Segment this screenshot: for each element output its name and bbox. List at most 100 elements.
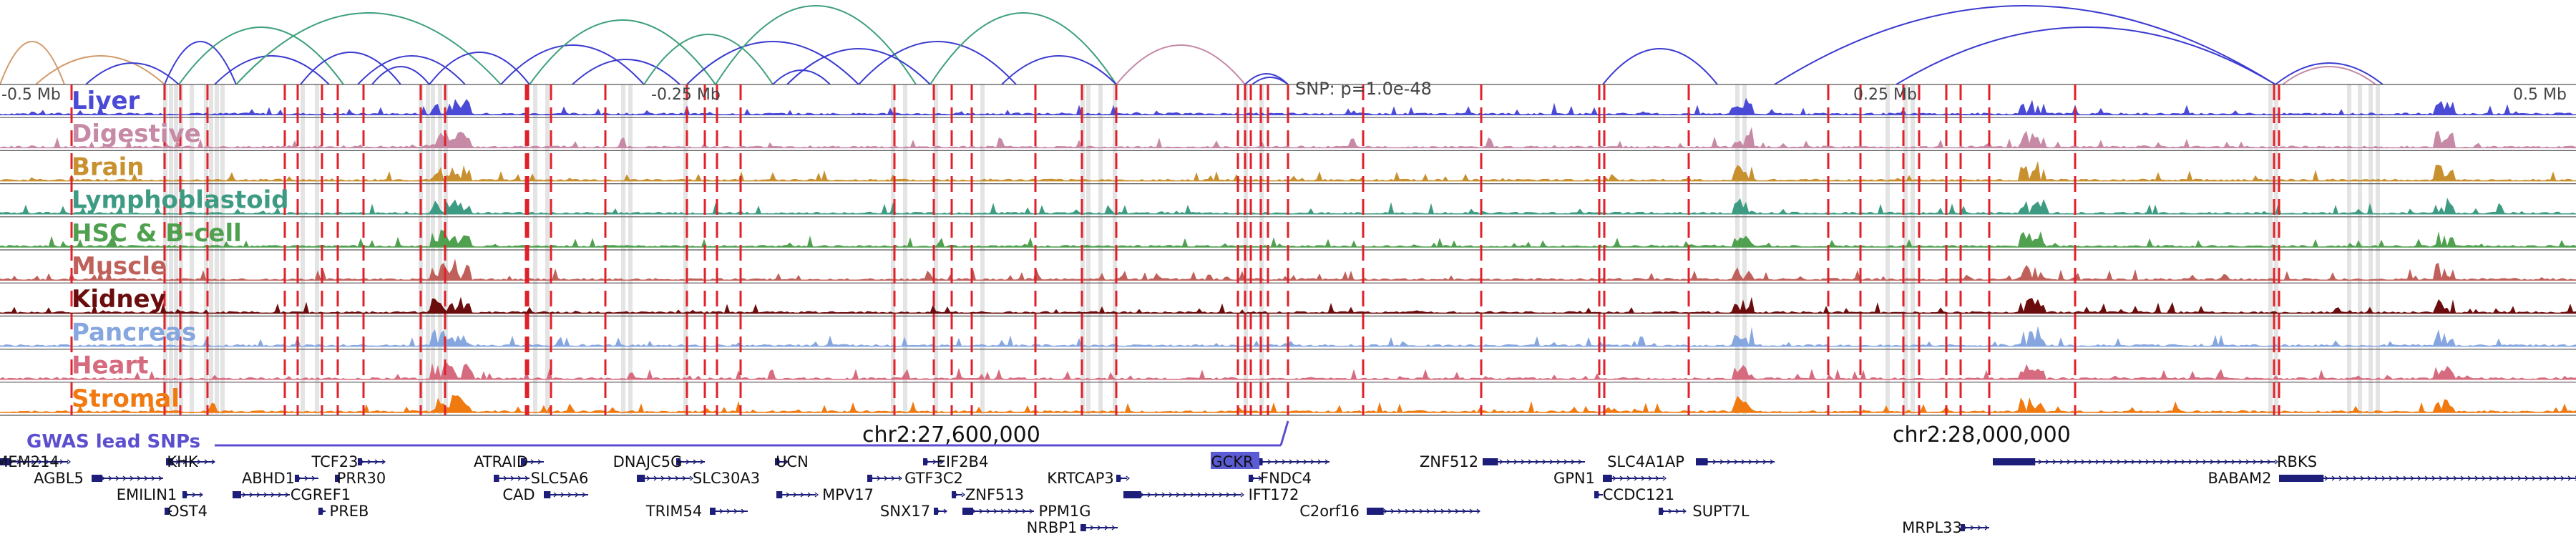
strand-arrow	[2389, 475, 2393, 481]
gene-label: TCF23	[311, 453, 358, 470]
gene-c2orf16: C2orf16	[1299, 503, 1480, 520]
strand-arrow	[9, 459, 14, 465]
exon-block	[1483, 458, 1498, 465]
exon-block	[521, 458, 525, 465]
strand-arrow	[1770, 459, 1774, 465]
strand-arrow	[2174, 459, 2178, 465]
strand-arrow	[1008, 508, 1012, 514]
gene-label: SUPT7L	[1692, 503, 1750, 520]
strand-arrow	[1521, 459, 1525, 465]
gene-label: CCDC121	[1603, 486, 1674, 503]
strand-arrow	[2324, 475, 2328, 481]
gene-label: OST4	[167, 503, 208, 520]
track-label: Pancreas	[72, 318, 196, 347]
strand-arrow	[381, 459, 386, 465]
strand-arrow	[1528, 459, 1532, 465]
strand-arrow	[726, 508, 731, 514]
gene-supt7l: SUPT7L	[1659, 503, 1750, 520]
strand-arrow	[2217, 459, 2221, 465]
strand-arrow	[190, 459, 194, 465]
strand-arrow	[38, 459, 42, 465]
gene-tcf23: TCF23	[311, 453, 386, 470]
loop-arc	[85, 62, 180, 85]
exon-block	[1603, 475, 1612, 482]
strand-arrow	[1455, 508, 1459, 514]
strand-arrow	[1296, 459, 1300, 465]
highlight-band	[533, 84, 537, 414]
strand-arrow	[1104, 525, 1108, 531]
strand-arrow	[891, 475, 895, 481]
gene-label: GCKR	[1211, 453, 1253, 470]
strand-arrow	[1183, 492, 1187, 498]
tick-label: -0.5 Mb	[1, 86, 61, 104]
strand-arrow	[304, 475, 308, 481]
exon-block	[295, 475, 299, 482]
highlight-band	[1742, 84, 1747, 414]
strand-arrow	[1469, 508, 1473, 514]
strand-arrow	[1147, 492, 1151, 498]
strand-arrow	[884, 475, 888, 481]
strand-arrow	[1506, 459, 1511, 465]
strand-arrow	[1190, 492, 1194, 498]
gene-label: UCN	[776, 453, 809, 470]
strand-arrow	[2410, 475, 2414, 481]
gene-cad: CAD	[502, 486, 588, 503]
loop-arc	[300, 52, 401, 85]
gene-agbl5: AGBL5	[34, 470, 163, 487]
exon-block	[335, 475, 339, 482]
strand-arrow	[1719, 459, 1724, 465]
strand-arrow	[2424, 475, 2429, 481]
gene-gpn1: GPN1	[1553, 470, 1667, 487]
loop-arc	[429, 52, 530, 85]
strand-arrow	[2117, 459, 2121, 465]
strand-arrow	[1634, 475, 1638, 481]
strand-arrow	[175, 459, 180, 465]
strand-arrow	[1111, 525, 1116, 531]
strand-arrow	[1015, 508, 1019, 514]
strand-arrow	[1513, 459, 1518, 465]
strand-arrow	[733, 508, 738, 514]
exon-block	[1961, 524, 1965, 531]
gene-emilin1: EMILIN1	[117, 486, 203, 503]
gene-mpv17: MPV17	[776, 486, 874, 503]
strand-arrow	[311, 475, 316, 481]
highlight-band	[204, 84, 208, 414]
strand-arrow	[1240, 492, 1244, 498]
strand-arrow	[101, 475, 105, 481]
strand-arrow	[2453, 475, 2457, 481]
strand-arrow	[567, 492, 572, 498]
strand-arrow	[503, 475, 507, 481]
highlight-band	[315, 84, 319, 414]
snp-pvalue-label: SNP: p=1.0e-48	[1295, 79, 1432, 99]
exon-block	[923, 458, 927, 465]
highlight-band	[621, 84, 625, 414]
chromatin-loop-arcs	[0, 5, 2384, 85]
strand-arrow	[2331, 475, 2336, 481]
strand-arrow	[1626, 475, 1631, 481]
strand-arrow	[2396, 475, 2400, 481]
strand-arrow	[2374, 475, 2379, 481]
strand-arrow	[2202, 459, 2207, 465]
highlight-band	[683, 84, 688, 414]
strand-arrow	[1029, 508, 1033, 514]
strand-arrow	[367, 459, 371, 465]
loop-arc	[500, 44, 645, 85]
gene-label: AGBL5	[34, 470, 84, 487]
strand-arrow	[1727, 459, 1731, 465]
strand-arrow	[1233, 492, 1237, 498]
gene-annotations: MEM214 KHK TCF23 ATRAID DNAJC5G UCN EIF2B4 GCKR…	[0, 452, 2576, 536]
track-label: Muscle	[72, 252, 167, 281]
strand-arrow	[510, 475, 514, 481]
loop-arc	[772, 69, 831, 85]
strand-arrow	[67, 459, 71, 465]
strand-arrow	[2210, 459, 2214, 465]
strand-arrow	[2403, 475, 2407, 481]
strand-arrow	[1412, 508, 1416, 514]
strand-arrow	[2524, 475, 2529, 481]
loop-arc	[1896, 26, 2276, 85]
highlight-band	[190, 84, 194, 414]
strand-arrow	[1090, 525, 1094, 531]
strand-arrow	[689, 475, 693, 481]
gene-label: CAD	[502, 486, 535, 503]
